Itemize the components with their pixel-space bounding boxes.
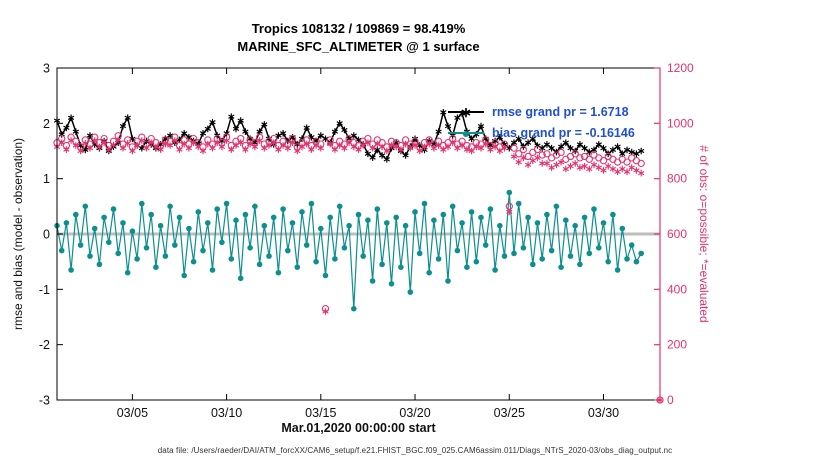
svg-text:800: 800 (667, 172, 687, 186)
svg-text:03/30: 03/30 (588, 406, 619, 420)
legend-swatch-rmse: ∗ (448, 105, 484, 119)
svg-text:03/20: 03/20 (399, 406, 430, 420)
svg-text:200: 200 (667, 338, 687, 352)
svg-text:1200: 1200 (667, 61, 694, 75)
legend-label-bias: bias grand pr = -0.16146 (492, 125, 635, 140)
chart-subtitle: MARINE_SFC_ALTIMETER @ 1 surface (237, 39, 480, 54)
x-axis-label: Mar.01,2020 00:00:00 start (281, 421, 436, 435)
svg-text:03/15: 03/15 (305, 406, 336, 420)
svg-text:-3: -3 (39, 394, 50, 408)
svg-text:600: 600 (667, 227, 687, 241)
svg-text:400: 400 (667, 282, 687, 296)
svg-text:03/10: 03/10 (211, 406, 242, 420)
svg-text:-1: -1 (39, 283, 50, 297)
svg-text:-2: -2 (39, 338, 50, 352)
chart-title: Tropics 108132 / 109869 = 98.419% (251, 21, 466, 36)
legend-label-rmse: rmse grand pr = 1.6718 (492, 104, 629, 119)
svg-text:2: 2 (43, 117, 50, 131)
svg-text:3: 3 (43, 62, 50, 76)
svg-text:03/25: 03/25 (494, 406, 525, 420)
y-axis-label-left: rmse and bias (model - observation) (11, 137, 25, 331)
legend-item-bias: ● bias grand pr = -0.16146 (448, 123, 635, 142)
bias-line-sample (448, 131, 484, 134)
data-file-caption: data file: /Users/raeder/DAI/ATM_forcXX/… (157, 446, 673, 455)
y-axis-label-right: # of obs: o=possible; *=evaluated (697, 145, 711, 323)
legend-item-rmse: ∗ rmse grand pr = 1.6718 (448, 102, 635, 121)
legend: ∗ rmse grand pr = 1.6718 ● bias grand pr… (448, 102, 635, 142)
svg-text:0: 0 (43, 228, 50, 242)
svg-text:03/05: 03/05 (117, 406, 148, 420)
rmse-marker-icon: ∗ (460, 103, 472, 120)
svg-text:0: 0 (667, 393, 674, 407)
legend-swatch-bias: ● (448, 126, 484, 140)
svg-text:1: 1 (43, 172, 50, 186)
svg-text:1000: 1000 (667, 116, 694, 130)
rmse-line-sample (448, 110, 484, 113)
bias-marker-icon: ● (461, 124, 471, 141)
